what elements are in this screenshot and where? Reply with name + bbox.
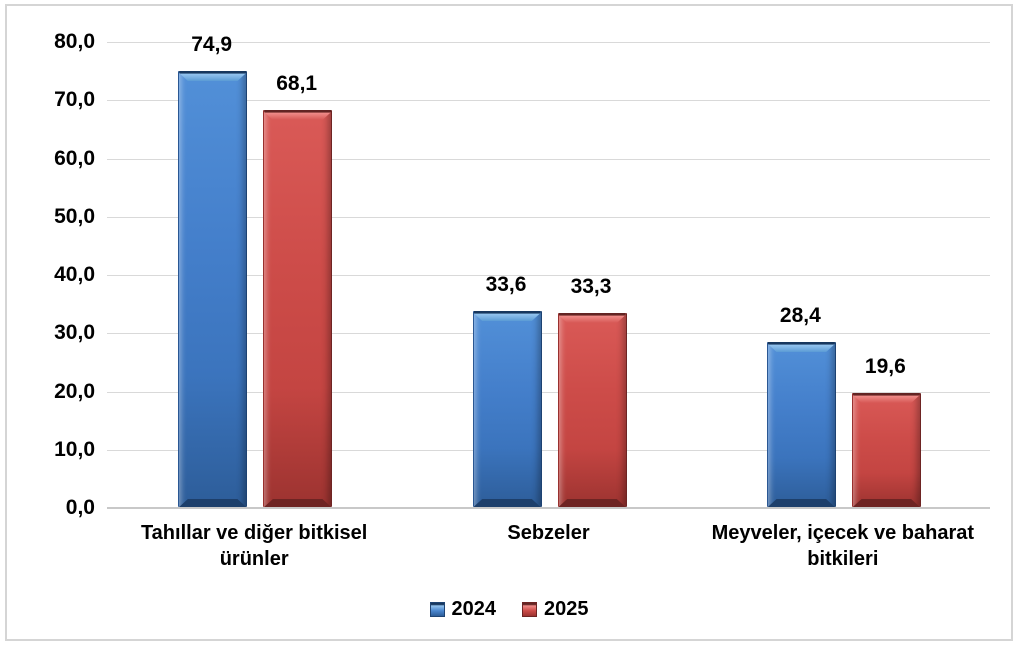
x-category-text: Sebzeler <box>507 522 590 544</box>
bar-bottom-bevel <box>852 499 920 507</box>
bar-top-bevel <box>179 71 247 81</box>
y-tick-label: 40,0 <box>54 263 95 286</box>
bar-2025-group3 <box>851 393 921 507</box>
gridline <box>107 216 990 218</box>
x-category-label: Meyveler, içecek ve baharat bitkileri <box>678 520 1008 572</box>
y-tick-label: 60,0 <box>54 146 95 170</box>
bar-2025-group1 <box>263 110 333 507</box>
bar-bottom-bevel <box>558 499 626 507</box>
x-category-label: Tahıllar ve diğer bitkisel ürünler <box>89 520 419 572</box>
bar-value-label: 28,4 <box>779 304 821 327</box>
legend-item-2024: 2024 <box>429 598 497 621</box>
gridline <box>107 449 990 451</box>
x-axis-line <box>107 507 990 509</box>
gridline <box>107 42 990 43</box>
x-category-text: Tahıllar ve diğer bitkisel ürünler <box>140 522 368 570</box>
bar-bottom-bevel <box>767 499 835 507</box>
legend-swatch <box>429 602 445 617</box>
y-tick-label: 30,0 <box>54 321 95 345</box>
bar-value-label: 33,6 <box>485 273 527 296</box>
gridline <box>107 391 990 393</box>
gridline <box>107 275 990 276</box>
bar-top-bevel <box>852 393 920 403</box>
bar-top-bevel <box>264 110 332 120</box>
y-tick-label: 20,0 <box>54 379 95 403</box>
legend: 2024 2025 <box>7 598 1011 621</box>
bar-top-bevel <box>473 311 541 321</box>
bar-2024-group2 <box>472 311 542 507</box>
legend-item-2025: 2025 <box>522 598 589 621</box>
gridline <box>107 158 990 160</box>
gridline <box>107 333 990 335</box>
legend-label: 2025 <box>544 598 589 620</box>
y-tick-label: 70,0 <box>54 88 95 112</box>
legend-swatch <box>522 602 537 617</box>
y-tick-label: 10,0 <box>54 437 95 461</box>
bar-2025-group2 <box>557 313 627 507</box>
bar-2024-group1 <box>178 71 248 507</box>
bar-2024-group3 <box>766 342 836 507</box>
bar-bottom-bevel <box>473 499 541 507</box>
gridline <box>107 100 990 102</box>
y-tick-label: 0,0 <box>65 496 95 519</box>
plot-region: 0,0 10,0 20,0 30,0 40,0 50,0 60,0 70,0 80,0 74,9 3… <box>7 6 1011 639</box>
bar-bottom-bevel <box>179 499 247 507</box>
bar-value-label: 74,9 <box>191 33 233 56</box>
y-tick-label: 50,0 <box>54 204 95 228</box>
x-category-text: Meyveler, içecek ve baharat bitkileri <box>711 522 975 570</box>
bar-value-label: 68,1 <box>276 72 318 95</box>
bar-value-label: 33,3 <box>570 275 612 298</box>
legend-label: 2024 <box>451 598 497 620</box>
bar-bottom-bevel <box>264 499 332 507</box>
bar-top-bevel <box>767 342 835 352</box>
y-tick-label: 80,0 <box>54 30 95 53</box>
bar-value-label: 19,6 <box>864 355 906 378</box>
chart-frame: 0,0 10,0 20,0 30,0 40,0 50,0 60,0 70,0 80,0 74,9 3… <box>5 4 1013 641</box>
x-category-label: Sebzeler <box>384 520 714 546</box>
bar-top-bevel <box>558 313 626 323</box>
